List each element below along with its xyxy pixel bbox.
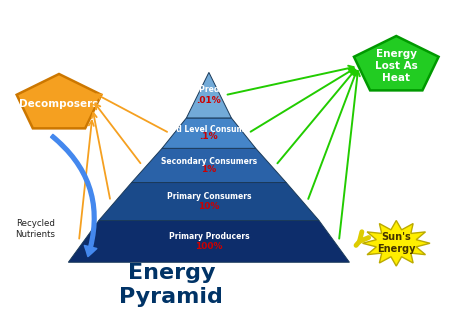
Text: Decomposers: Decomposers (19, 99, 99, 109)
Text: Primary Producers: Primary Producers (169, 232, 249, 241)
Text: Third Level Consumers: Third Level Consumers (159, 125, 258, 134)
Text: 100%: 100% (195, 242, 223, 251)
FancyArrowPatch shape (51, 135, 97, 256)
Text: 10%: 10% (198, 202, 219, 211)
Text: Primary Consumers: Primary Consumers (167, 193, 251, 202)
Polygon shape (363, 221, 430, 266)
Text: Recycled
Nutrients: Recycled Nutrients (16, 219, 55, 239)
Text: .1%: .1% (200, 132, 218, 141)
Text: .01%: .01% (197, 96, 221, 105)
Polygon shape (99, 183, 319, 221)
Text: Energy
Lost As
Heat: Energy Lost As Heat (375, 50, 418, 83)
Text: Secondary Consumers: Secondary Consumers (161, 157, 257, 166)
Text: Sun's
Energy: Sun's Energy (377, 232, 416, 254)
Polygon shape (186, 72, 231, 118)
Text: 1%: 1% (201, 165, 217, 174)
Text: Energy
Pyramid: Energy Pyramid (119, 263, 223, 307)
Polygon shape (68, 221, 349, 262)
Polygon shape (17, 74, 101, 128)
Polygon shape (354, 36, 438, 90)
Polygon shape (162, 118, 256, 148)
Polygon shape (132, 148, 286, 183)
Text: Apex Predators: Apex Predators (175, 85, 242, 94)
